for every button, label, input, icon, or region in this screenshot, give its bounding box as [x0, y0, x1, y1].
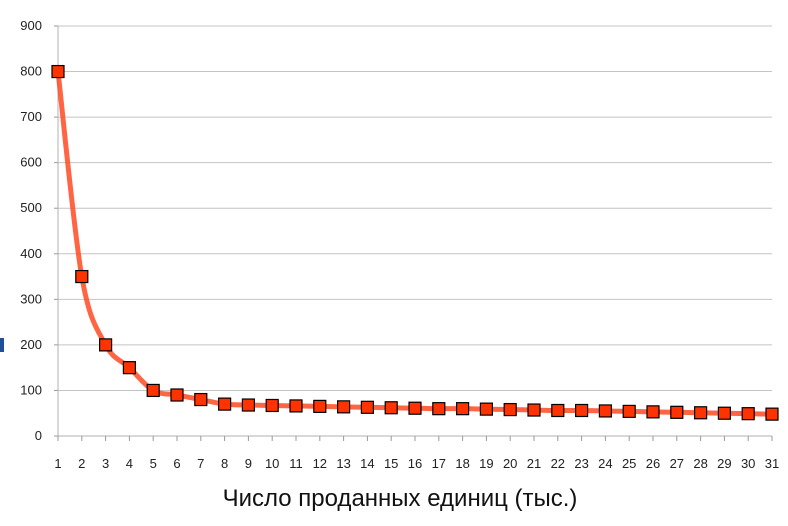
y-tick-label: 700: [20, 109, 42, 124]
data-point-15: [384, 401, 398, 415]
y-tick-label: 800: [20, 64, 42, 79]
x-tick-label: 16: [408, 456, 422, 471]
data-point-26: [646, 405, 660, 419]
x-tick-labels: 1 2 3 4 5 6 7 8 9 10 11 12 13 14 15 16 17 18 19 20 21 22 23 24 2…: [54, 456, 779, 471]
data-point-14: [360, 400, 374, 414]
data-point-23: [574, 403, 589, 418]
data-point-6: [170, 388, 184, 402]
data-point-28: [693, 406, 708, 420]
data-point-11: [289, 399, 303, 413]
x-tick-label: 26: [646, 456, 660, 471]
y-tick-label: 500: [20, 200, 42, 215]
y-tick-label: 100: [20, 382, 42, 397]
x-tick-label: 2: [78, 456, 85, 471]
y-tick-label: 200: [20, 337, 42, 352]
x-tick-label: 12: [313, 456, 327, 471]
y-tick-label: 300: [20, 291, 42, 306]
data-point-7: [194, 392, 208, 407]
data-point-24: [598, 404, 613, 418]
x-tick-label: 23: [574, 456, 588, 471]
y-tick-label: 400: [20, 246, 42, 261]
data-point-25: [622, 404, 636, 418]
x-tick-label: 17: [432, 456, 446, 471]
data-point-10: [265, 398, 279, 413]
x-tick-label: 19: [479, 456, 493, 471]
grid-lines: [58, 25, 772, 391]
data-point-12: [313, 399, 327, 413]
x-tick-label: 28: [693, 456, 707, 471]
data-point-17: [432, 402, 446, 416]
data-point-5: [146, 383, 160, 398]
x-tick-label: 3: [102, 456, 109, 471]
x-axis-title: Число проданных единиц (тыс.): [223, 485, 578, 512]
x-tick-label: 15: [384, 456, 398, 471]
data-point-2: [75, 269, 89, 284]
x-tick-label: 13: [336, 456, 350, 471]
x-tick-label: 20: [503, 456, 517, 471]
x-tick-label: 14: [360, 456, 374, 471]
data-point-1: [51, 64, 65, 79]
data-point-30: [741, 407, 755, 421]
data-point-21: [527, 403, 541, 417]
y-tick-label: 900: [20, 18, 42, 33]
data-point-27: [670, 405, 684, 419]
x-tick-label: 6: [173, 456, 180, 471]
x-tick-label: 18: [455, 456, 469, 471]
x-tick-label: 25: [622, 456, 636, 471]
data-point-4: [122, 361, 137, 375]
x-tick-label: 4: [126, 456, 133, 471]
x-tick-label: 9: [245, 456, 252, 471]
x-tick-label: 1: [54, 456, 61, 471]
data-point-18: [456, 402, 470, 416]
x-tick-label: 31: [765, 456, 779, 471]
x-tick-label: 7: [197, 456, 204, 471]
data-point-8: [218, 397, 232, 411]
x-tick-label: 5: [150, 456, 157, 471]
x-tick-label: 22: [551, 456, 565, 471]
x-tick-label: 8: [221, 456, 228, 471]
data-point-19: [479, 402, 493, 416]
data-point-31: [765, 407, 779, 421]
data-point-9: [241, 398, 255, 412]
series-line: [55, 69, 775, 417]
y-tick-label: 600: [20, 155, 42, 170]
data-point-13: [337, 400, 351, 414]
data-point-29: [717, 406, 732, 420]
data-point-22: [551, 403, 565, 418]
data-point-16: [408, 401, 422, 415]
x-tick-label: 29: [717, 456, 731, 471]
data-point-20: [503, 402, 517, 417]
x-tick-label: 24: [598, 456, 612, 471]
axes: [54, 25, 773, 441]
x-tick-label: 27: [670, 456, 684, 471]
series-group: [51, 64, 779, 421]
x-tick-label: 30: [741, 456, 755, 471]
y-tick-labels: 0 100 200 300 400 500 600 700 800 900: [20, 18, 42, 443]
x-tick-label: 11: [289, 456, 303, 471]
data-point-3: [98, 338, 113, 352]
x-tick-label: 10: [265, 456, 279, 471]
y-tick-label: 0: [35, 428, 42, 443]
x-tick-label: 21: [527, 456, 541, 471]
legend-marker: [0, 338, 4, 352]
